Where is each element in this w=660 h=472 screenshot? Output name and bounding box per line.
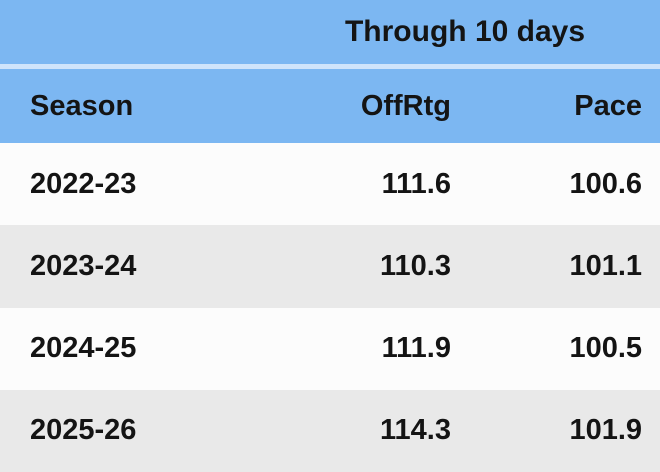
spanner-empty-cell [0,0,270,69]
pace-cell: 100.6 [465,143,660,226]
season-cell: 2023-24 [0,225,270,308]
table-row: 2022-23 111.6 100.6 [0,143,660,226]
season-cell: 2022-23 [0,143,270,226]
season-cell: 2024-25 [0,307,270,390]
column-header-pace: Pace [465,66,660,143]
pace-cell: 101.9 [465,389,660,472]
pace-cell: 100.5 [465,307,660,390]
table-title: Through 10 days [270,0,660,69]
table-row: 2025-26 114.3 101.9 [0,389,660,472]
offrtg-cell: 110.3 [270,225,465,308]
column-header-offrtg: OffRtg [270,66,465,143]
column-header-season: Season [0,66,270,143]
table-header-row: Season OffRtg Pace [0,66,660,143]
table-row: 2024-25 111.9 100.5 [0,307,660,390]
table-row: 2023-24 110.3 101.1 [0,225,660,308]
season-cell: 2025-26 [0,389,270,472]
offrtg-cell: 111.9 [270,307,465,390]
offrtg-cell: 111.6 [270,143,465,226]
pace-cell: 101.1 [465,225,660,308]
offrtg-cell: 114.3 [270,389,465,472]
table-spanner-row: Through 10 days [0,0,660,69]
